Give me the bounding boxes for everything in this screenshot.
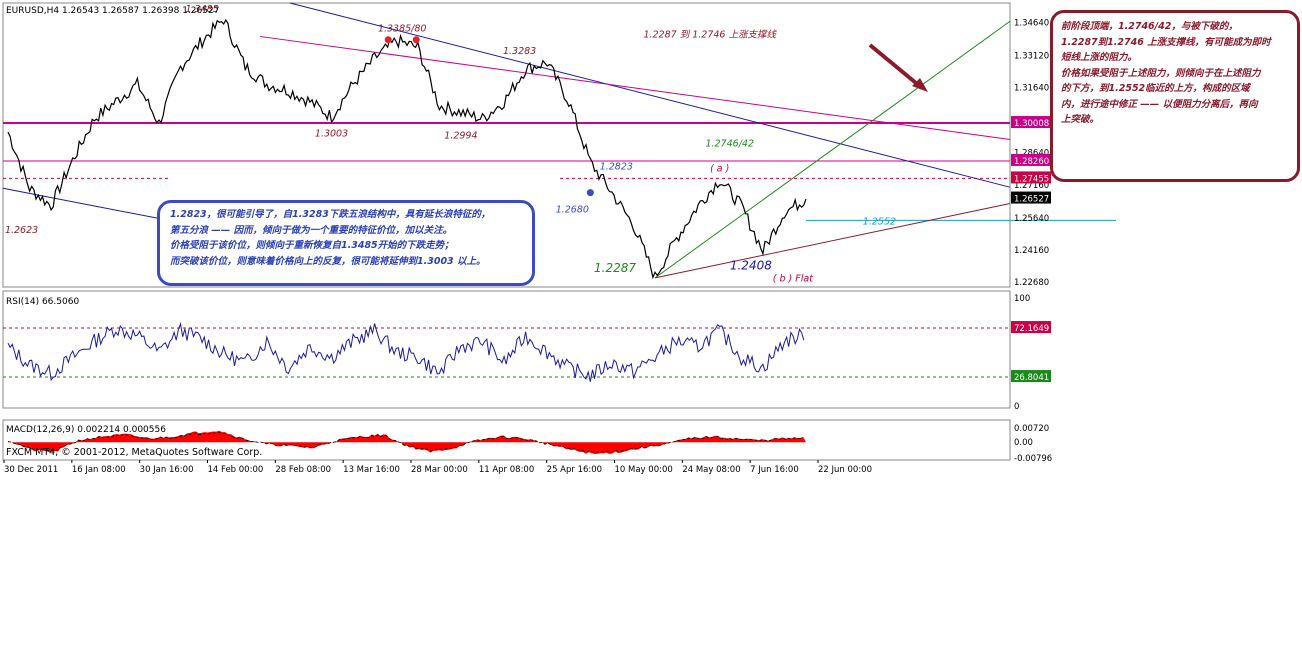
price-tick-label: 1.27455 <box>1014 174 1049 184</box>
rsi-tick-label: 72.1649 <box>1014 324 1049 334</box>
price-tick-highlight <box>1011 191 1051 204</box>
trend-line-brown <box>654 202 1011 279</box>
pivot-marker <box>384 36 392 44</box>
rsi-tick-label: 0 <box>1014 402 1019 412</box>
note-arrow <box>868 43 924 90</box>
note-left-line: 第五分浪 —— 因而，倾向于做为一个重要的特征价位，加以关注。 <box>170 224 453 236</box>
rsi-panel <box>2 290 1011 409</box>
note-left-box: 1.2823，很可能引导了，自1.3283下跌五浪结构中，具有延长浪特征的， 第… <box>157 200 535 286</box>
price-tick-label: 1.25640 <box>1014 214 1049 224</box>
price-tick-label: 1.26527 <box>1014 195 1049 205</box>
note-right-line: 1.2287到1.2746 上涨支撑线，有可能成为即时 <box>1061 36 1271 48</box>
price-annotation-label: 1.2623 <box>5 225 38 236</box>
macd-tick-label: 0.00 <box>1014 438 1033 448</box>
price-tick-label: 1.31640 <box>1014 84 1049 94</box>
price-annotation-label: 1.2823 <box>600 162 633 173</box>
pivot-marker <box>586 189 594 197</box>
note-right-line: 内，进行途中修正 —— 以便阻力分离后，再向 <box>1061 98 1258 110</box>
copyright: FXCM MT4, © 2001-2012, MetaQuotes Softwa… <box>6 447 262 458</box>
note-right-line: 价格如果受阻于上述阻力，则倾向于在上述阻力 <box>1061 67 1261 79</box>
price-annotation-label: 1.3003 <box>315 129 348 140</box>
x-tick-label: 7 Jun 16:00 <box>750 465 799 475</box>
price-tick-label: 1.30008 <box>1014 119 1049 129</box>
price-tick-label: 1.34640 <box>1014 19 1049 29</box>
note-left-line: 而突破该价位，则意味着价格向上的反复，很可能将延伸到1.3003 以上。 <box>170 255 486 267</box>
note-right-line: 的下方，到1.2552临近的上方，构成的区域 <box>1061 83 1250 94</box>
price-tick-label: 1.27160 <box>1014 181 1049 191</box>
note-arrowhead <box>912 78 928 92</box>
price-tick-label: 1.22680 <box>1014 278 1049 288</box>
price-tick-highlight <box>1011 116 1051 129</box>
macd-tick-label: -0.00796 <box>1014 454 1052 464</box>
price-tick-label: 1.28640 <box>1014 149 1049 159</box>
chart-canvas: 1.3485 1.3385/80 1.3283 1.3003 1.2994 1.2823 1… <box>2 2 1116 475</box>
x-tick-label: 13 Mar 16:00 <box>343 465 400 475</box>
rsi-tick-highlight <box>1011 321 1051 334</box>
macd-tick-label: 0.00720 <box>1014 424 1049 434</box>
price-annotation-label: ( b ) Flat <box>773 274 814 285</box>
price-annotation-label: 1.3485 <box>185 4 218 15</box>
note-left-line: 1.2823，很可能引导了，自1.3283下跌五浪结构中，具有延长浪特征的， <box>170 209 491 220</box>
price-annotation-label: ( a ) <box>710 163 729 174</box>
trend-line-magenta <box>259 35 1011 140</box>
x-tick-label: 28 Feb 08:00 <box>275 465 331 475</box>
price-tick-highlight <box>1011 171 1051 184</box>
price-tick-label: 1.33120 <box>1014 52 1049 62</box>
macd-label: MACD(12,26,9) 0.002214 0.000556 <box>6 425 166 435</box>
x-tick-label: 30 Dec 2011 <box>4 465 58 475</box>
note-left-line: 价格受阻于该价位，则倾向于重新恢复自1.3485开始的下跌走势； <box>170 240 454 251</box>
macd-signal-line <box>7 432 804 453</box>
rsi-series-line <box>7 321 805 382</box>
trend-line-green <box>654 20 1011 279</box>
pivot-marker <box>412 36 420 44</box>
x-tick-label: 28 Mar 00:00 <box>411 465 468 475</box>
note-right-line: 上突破。 <box>1061 114 1100 125</box>
price-tick-label: 1.24160 <box>1014 246 1049 256</box>
x-tick-label: 14 Feb 00:00 <box>208 465 264 475</box>
trend-line-blue <box>289 2 1011 188</box>
x-tick-label: 11 Apr 08:00 <box>479 465 534 475</box>
macd-histogram <box>8 430 806 454</box>
rsi-tick-label: 26.8041 <box>1014 373 1049 383</box>
x-tick-label: 24 May 08:00 <box>682 465 740 475</box>
price-annotation-label: 1.2994 <box>444 131 477 142</box>
price-annotation-label: 1.2287 到 1.2746 上涨支撑线 <box>643 29 777 40</box>
rsi-tick-label: 100 <box>1014 294 1030 304</box>
price-tick-label: 1.28260 <box>1014 157 1049 167</box>
x-tick-label: 10 May 00:00 <box>615 465 673 475</box>
trend-line-blue-lower <box>2 187 161 220</box>
price-annotation-label: 1.2287 <box>594 261 636 275</box>
price-tick-highlight <box>1011 153 1051 166</box>
note-right-box: 前阶段顶端，1.2746/42，与被下破的， 1.2287到1.2746 上涨支… <box>1050 10 1300 182</box>
x-tick-label: 30 Jan 16:00 <box>140 465 194 475</box>
x-tick-label: 22 Jun 00:00 <box>818 465 872 475</box>
note-right-line: 短线上涨的阻力。 <box>1061 52 1138 63</box>
price-annotation-label: 1.2552 <box>863 216 896 227</box>
price-series-line <box>7 18 807 280</box>
rsi-label: RSI(14) 66.5060 <box>6 297 79 307</box>
price-annotation-label: 1.2680 <box>556 205 589 216</box>
note-right-line: 前阶段顶端，1.2746/42，与被下破的， <box>1061 21 1238 32</box>
price-annotation-label: 1.3385/80 <box>378 24 427 35</box>
price-annotation-label: 1.2408 <box>730 259 772 273</box>
price-annotation-label: 1.2746/42 <box>705 138 754 149</box>
x-tick-label: 25 Apr 16:00 <box>547 465 602 475</box>
rsi-tick-highlight <box>1011 370 1051 383</box>
price-annotation-label: 1.3283 <box>503 46 536 57</box>
chart-header: EURUSD,H4 1.26543 1.26587 1.26398 1.2652… <box>6 6 219 16</box>
x-tick-label: 16 Jan 08:00 <box>72 465 126 475</box>
